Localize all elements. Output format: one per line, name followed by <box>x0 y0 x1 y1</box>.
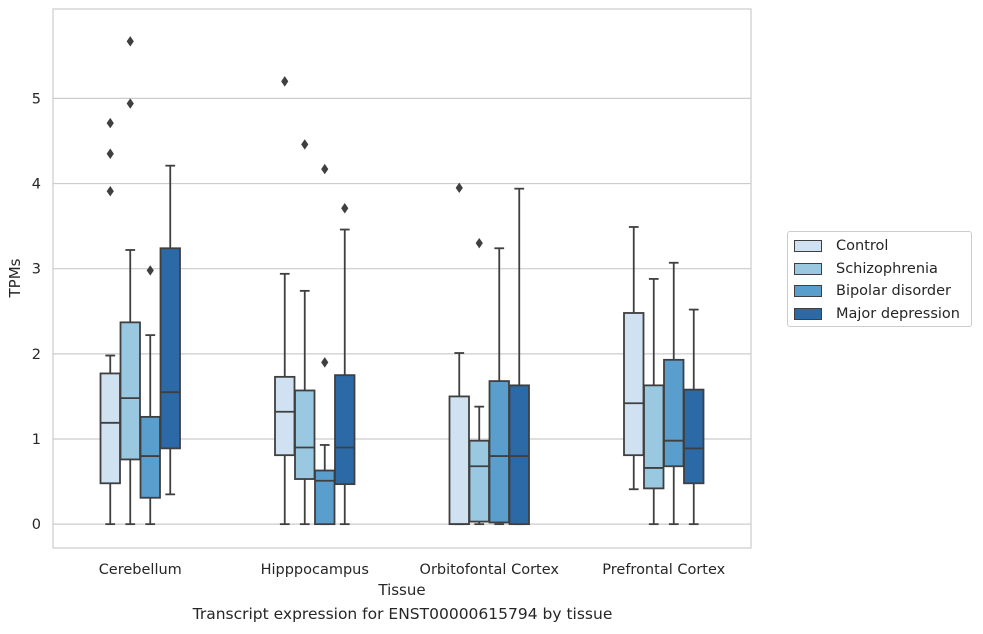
outlier-point <box>106 117 114 129</box>
box-series <box>99 36 705 526</box>
box-iqr <box>314 469 336 526</box>
x-tick-label: Orbitofontal Cortex <box>420 562 560 578</box>
box-iqr <box>508 384 530 526</box>
legend-label: Major depression <box>836 305 960 322</box>
outlier-point <box>146 265 154 276</box>
box-major-depression <box>334 203 356 526</box>
box-schizophrenia <box>119 36 141 526</box>
legend: Control Schizophrenia Bipolar disorder Majo… <box>787 231 972 327</box>
box-iqr <box>159 247 181 450</box>
box-schizophrenia <box>294 139 316 526</box>
box-iqr <box>623 312 645 457</box>
y-tick-label: 2 <box>32 347 41 363</box>
outlier-point <box>126 98 134 109</box>
y-tick-labels: 0 1 2 3 4 5 <box>32 91 41 533</box>
x-axis-label: Tissue <box>377 581 425 599</box>
x-tick-label: Cerebellum <box>99 562 182 578</box>
box-bipolar-disorder <box>663 261 685 526</box>
box-control <box>274 76 296 526</box>
legend-label: Bipolar disorder <box>836 283 951 299</box>
box-iqr <box>274 375 296 457</box>
legend-item: Control <box>794 236 888 256</box>
legend-label: Control <box>836 238 889 254</box>
outlier-point <box>106 148 114 159</box>
legend-swatch <box>794 285 822 297</box>
outlier-point <box>341 203 349 214</box>
box-bipolar-disorder <box>488 247 510 526</box>
y-tick-label: 1 <box>32 432 41 448</box>
legend-item: Schizophrenia <box>794 259 938 279</box>
legend-swatch <box>794 240 822 252</box>
outlier-point <box>106 186 114 197</box>
x-tick-labels: Cerebellum Hipppocampus Orbitofontal Corte… <box>99 562 726 578</box>
box-bipolar-disorder <box>139 265 161 526</box>
x-tick-label: Prefrontal Cortex <box>602 562 725 578</box>
box-control <box>99 117 121 526</box>
box-iqr <box>488 380 510 524</box>
y-axis-label: TPMs <box>6 258 24 298</box>
box-iqr <box>139 415 161 499</box>
box-major-depression <box>683 308 705 526</box>
y-tick-label: 5 <box>32 91 41 107</box>
outlier-point <box>321 163 329 175</box>
box-iqr <box>448 395 470 526</box>
box-control <box>623 226 645 491</box>
y-tick-label: 0 <box>32 517 41 533</box>
box-iqr <box>468 439 490 523</box>
y-tick-label: 3 <box>32 262 41 278</box>
box-schizophrenia <box>643 278 665 526</box>
legend-label: Schizophrenia <box>836 260 938 277</box>
outlier-point <box>126 36 134 47</box>
outlier-point <box>301 139 309 150</box>
outlier-point <box>455 182 463 194</box>
legend-item: Major depression <box>794 304 960 324</box>
box-iqr <box>294 389 316 480</box>
legend-swatch <box>794 307 822 320</box>
box-bipolar-disorder <box>314 163 336 526</box>
box-iqr <box>643 384 665 490</box>
box-iqr <box>99 372 121 485</box>
box-iqr <box>663 358 685 468</box>
outlier-point <box>321 357 329 368</box>
x-tick-label: Hipppocampus <box>261 562 369 578</box>
outlier-point <box>281 76 289 87</box>
box-schizophrenia <box>468 237 490 526</box>
box-major-depression <box>159 164 181 496</box>
figure-caption: Transcript expression for ENST0000061579… <box>192 605 613 623</box>
box-major-depression <box>508 187 530 526</box>
box-iqr <box>119 321 141 461</box>
legend-item: Bipolar disorder <box>794 281 951 301</box>
box-iqr <box>334 374 356 486</box>
legend-swatch <box>794 262 822 275</box>
box-iqr <box>683 388 705 485</box>
outlier-point <box>475 237 483 249</box>
y-tick-label: 4 <box>32 177 41 193</box>
box-control <box>448 182 470 526</box>
